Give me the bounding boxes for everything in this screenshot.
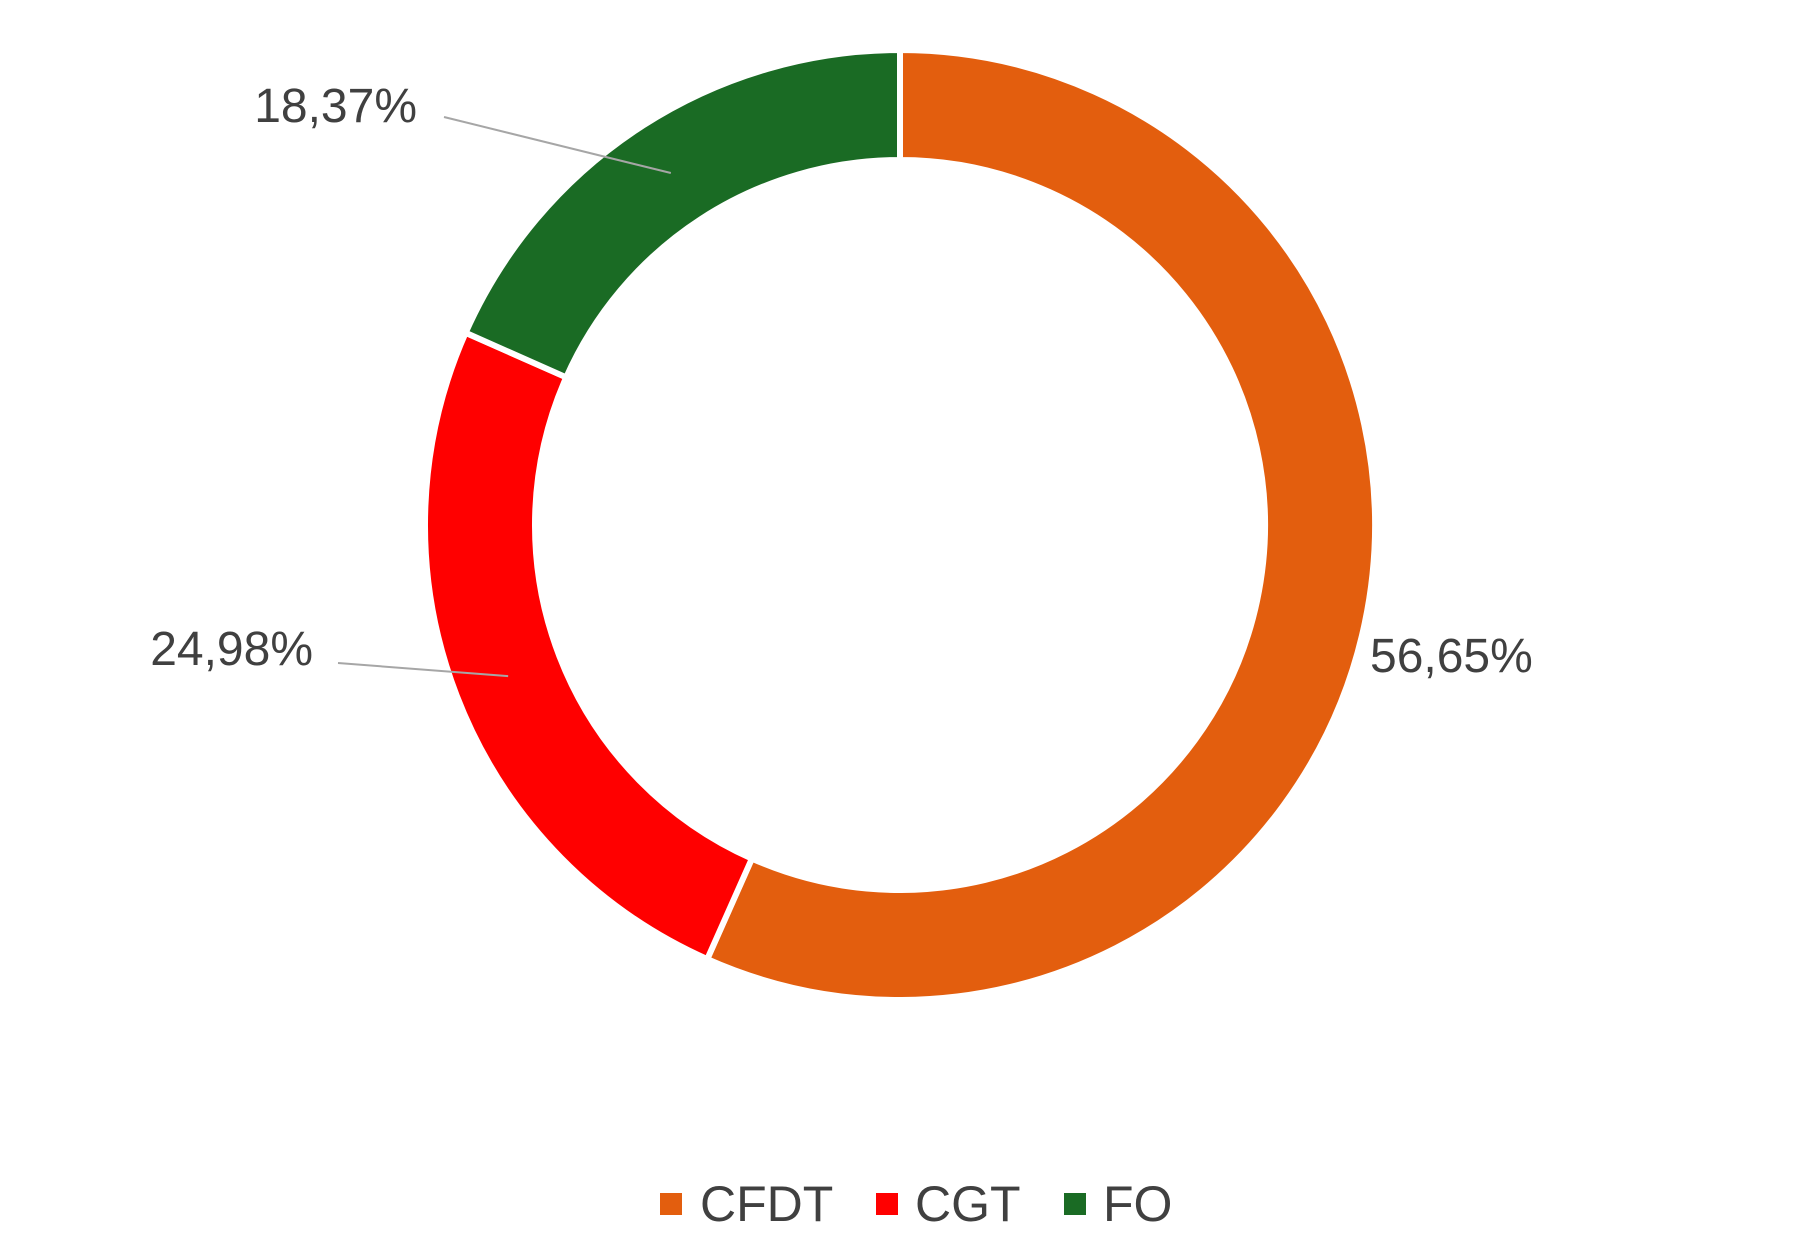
legend-label-cgt: CGT <box>915 1176 1021 1232</box>
data-label-cgt: 24,98% <box>150 623 313 676</box>
legend-swatch-cfdt <box>660 1193 682 1215</box>
data-label-fo: 18,37% <box>254 80 417 133</box>
legend-swatch-fo <box>1064 1193 1086 1215</box>
data-labels: 56,65% 24,98% 18,37% <box>150 80 1533 683</box>
legend-item-cgt: CGT <box>876 1176 1021 1232</box>
legend-item-cfdt: CFDT <box>660 1176 833 1232</box>
legend-label-cfdt: CFDT <box>700 1176 833 1232</box>
data-label-cfdt: 56,65% <box>1370 630 1533 683</box>
legend-item-fo: FO <box>1064 1176 1172 1232</box>
doughnut-slices <box>422 46 1378 1003</box>
slice-cgt <box>422 328 756 964</box>
legend-label-fo: FO <box>1103 1176 1172 1232</box>
legend-swatch-cgt <box>876 1193 898 1215</box>
slice-cfdt <box>703 46 1378 1003</box>
leader-line-cgt <box>337 662 509 678</box>
leader-lines <box>337 116 672 678</box>
leader-line-fo <box>443 116 672 174</box>
slice-fo <box>461 46 903 382</box>
legend: CFDT CGT FO <box>660 1176 1172 1232</box>
